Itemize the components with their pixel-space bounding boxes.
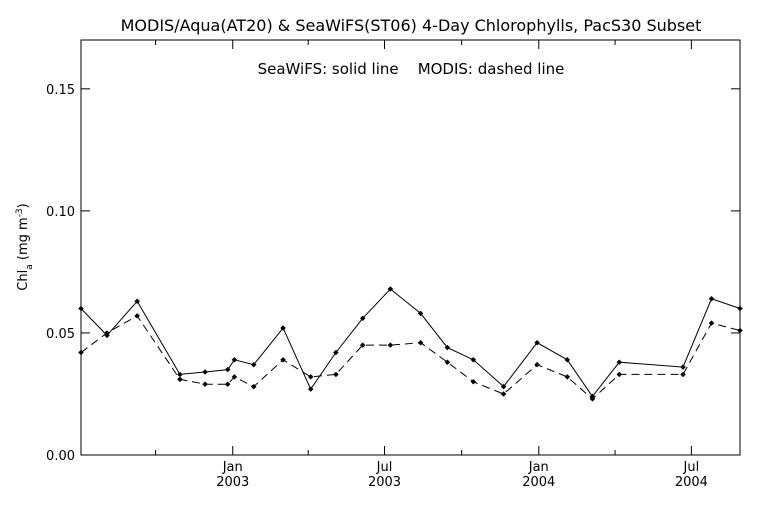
modis-point <box>224 381 231 388</box>
seawifs-series-line <box>80 288 741 398</box>
seawifs-point <box>737 305 743 312</box>
modis-point <box>359 342 366 349</box>
y-axis: 0.00 0.05 0.10 0.15 <box>46 83 740 464</box>
x-tick-month-label: Jul <box>683 460 700 475</box>
modis-point <box>231 374 238 380</box>
series-layer <box>78 286 743 402</box>
seawifs-point <box>134 298 141 305</box>
modis-point <box>280 356 286 363</box>
modis-point <box>177 376 183 383</box>
modis-point <box>708 320 715 327</box>
modis-point <box>78 349 84 356</box>
y-tick-label: 0.00 <box>46 449 75 464</box>
modis-point <box>387 342 394 349</box>
seawifs-point <box>444 344 451 351</box>
seawifs-point <box>280 325 286 331</box>
seawifs-point <box>500 383 507 390</box>
x-tick-year-label: 2003 <box>368 475 401 490</box>
modis-point <box>564 374 571 380</box>
modis-series-line <box>80 315 741 400</box>
seawifs-point <box>202 369 208 375</box>
seawifs-point <box>78 305 84 312</box>
seawifs-point <box>359 315 366 322</box>
y-label-main: Chl <box>16 270 31 291</box>
seawifs-point <box>470 356 477 363</box>
modis-point <box>444 359 451 366</box>
x-tick-month-label: Jan <box>528 460 549 475</box>
seawifs-point <box>250 361 257 368</box>
modis-point <box>737 327 743 334</box>
y-label-unit: (mg m <box>16 217 31 264</box>
seawifs-point <box>231 356 238 363</box>
seawifs-point <box>307 386 314 392</box>
modis-point <box>333 371 339 378</box>
line-style-annotation: SeaWiFS: solid line MODIS: dashed line <box>258 60 565 78</box>
modis-point <box>616 371 623 378</box>
x-tick-year-label: 2004 <box>675 475 708 490</box>
modis-point <box>104 330 110 336</box>
modis-point <box>250 383 257 390</box>
x-tick-month-label: Jul <box>376 460 393 475</box>
y-label-subscript: a <box>25 264 35 270</box>
seawifs-point <box>224 366 231 373</box>
chart-title: MODIS/Aqua(AT20) & SeaWiFS(ST06) 4-Day C… <box>121 16 702 35</box>
y-label-superscript: -3 <box>15 208 25 217</box>
x-tick-year-label: 2004 <box>522 475 555 490</box>
y-axis-label: Chla (mg m-3) <box>15 203 35 290</box>
seawifs-point <box>616 359 623 366</box>
modis-point <box>534 361 540 368</box>
seawifs-point <box>680 364 686 370</box>
seawifs-point <box>534 339 540 346</box>
modis-point <box>470 378 477 385</box>
seawifs-point <box>387 286 394 292</box>
y-label-unit-close: ) <box>16 203 31 208</box>
plot-frame <box>80 39 741 456</box>
y-tick-label: 0.10 <box>46 205 75 220</box>
modis-point <box>500 391 507 397</box>
modis-point <box>417 339 424 346</box>
seawifs-point <box>333 349 339 356</box>
y-tick-label: 0.05 <box>46 327 75 342</box>
seawifs-point <box>708 295 715 302</box>
modis-point <box>589 395 596 402</box>
y-tick-label: 0.15 <box>46 83 75 98</box>
seawifs-point <box>417 310 424 317</box>
x-tick-year-label: 2003 <box>216 475 249 490</box>
seawifs-point <box>564 356 571 363</box>
x-tick-month-label: Jan <box>222 460 243 475</box>
modis-point <box>134 312 141 319</box>
modis-point <box>307 374 314 380</box>
modis-point <box>202 381 208 388</box>
modis-point <box>680 371 686 378</box>
seawifs-point <box>177 371 183 378</box>
